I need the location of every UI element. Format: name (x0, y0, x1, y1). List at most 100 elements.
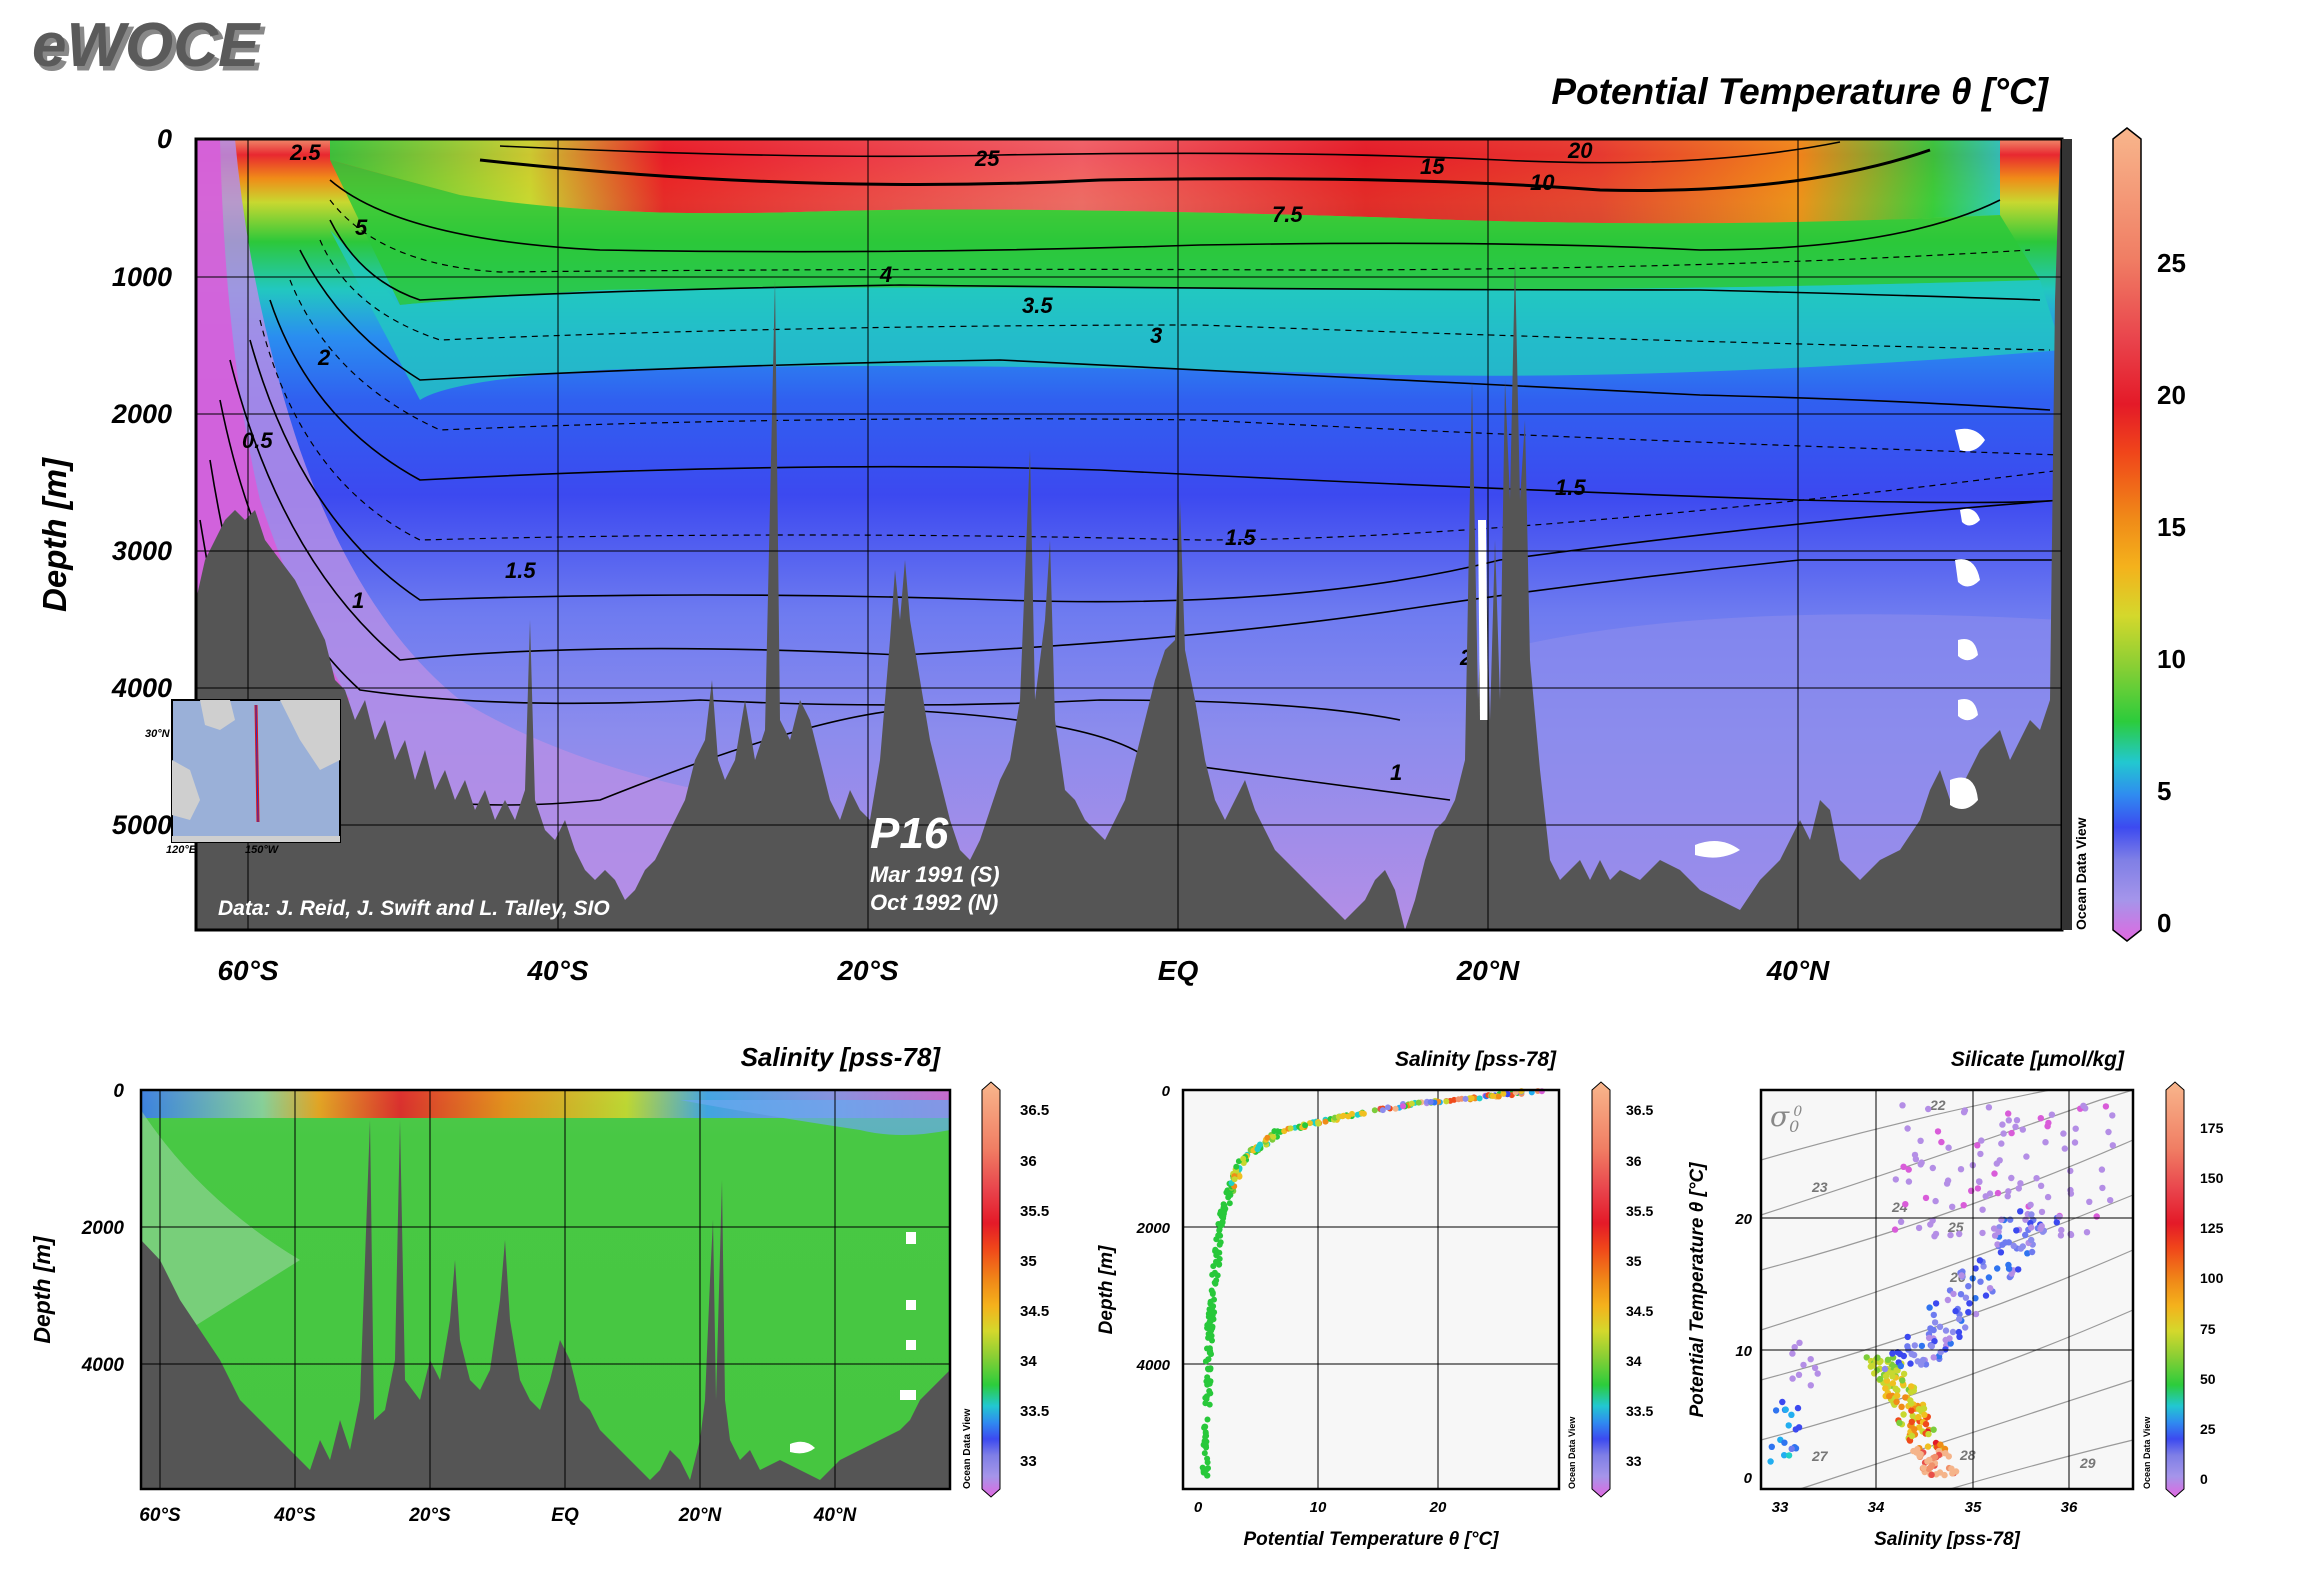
ts-point (1924, 1443, 1932, 1450)
ts-point (2028, 1224, 2035, 1231)
ts-point (2017, 1180, 2024, 1187)
main-xtick: 40°S (526, 955, 588, 986)
ts-point (1794, 1404, 1802, 1412)
prof-ytick: 2000 (1136, 1220, 1171, 1237)
ts-point (1979, 1206, 1986, 1213)
ts-point (2099, 1184, 2106, 1192)
profile-point (1408, 1100, 1415, 1107)
main-xtick: 40°N (1766, 955, 1830, 986)
ts-point (1894, 1392, 1901, 1399)
ts-point (1900, 1352, 1908, 1360)
ts-point (1929, 1217, 1936, 1224)
ts-point (1908, 1407, 1915, 1414)
ts-point (1962, 1294, 1970, 1301)
ts-point (1986, 1285, 1994, 1292)
main-thermocline-band (330, 160, 2040, 305)
ts-ytick: 10 (1735, 1343, 1752, 1360)
ts-title: Silicate [µmol/kg] (1951, 1048, 2125, 1071)
prof-xtick: 20 (1429, 1499, 1447, 1516)
profile-point (1205, 1356, 1212, 1363)
main-contour-labels: 25 20 15 10 7.5 5 4 3.5 3 2 1.5 1.5 1.5 … (242, 138, 1593, 785)
prof-watermark: Ocean Data View (1567, 1416, 1577, 1489)
contour-label: 4 (879, 262, 892, 287)
ts-xtick: 35 (1965, 1499, 1982, 1516)
main-watermark: Ocean Data View (2073, 817, 2089, 930)
ts-point (1789, 1350, 1796, 1357)
cb-tick: 36.5 (1626, 1102, 1653, 1118)
ts-point (1814, 1370, 1821, 1377)
sal-xtick: 40°N (813, 1505, 858, 1526)
cb-tick: 5 (2157, 776, 2171, 806)
profile-point (1236, 1173, 1243, 1180)
ts-point (2005, 1110, 2012, 1117)
ts-point (2015, 1266, 2022, 1273)
temperature-section-panel: Potential Temperature θ [°C] (36, 71, 2089, 986)
sal-xtick: 20°S (408, 1505, 451, 1526)
cb-tick: 75 (2200, 1321, 2216, 1337)
ts-point (1908, 1418, 1916, 1426)
ts-point (2067, 1230, 2074, 1238)
sal-seafloor (141, 1120, 950, 1489)
ts-point (2060, 1130, 2067, 1137)
profile-point (1206, 1388, 1213, 1394)
ts-point (2038, 1208, 2046, 1216)
profile-point (1443, 1098, 1450, 1105)
ts-point (1796, 1339, 1803, 1347)
profile-scatter-panel: Salinity [pss-78] 0 2000 4000 Depth [m] … (1096, 1048, 1577, 1550)
ts-point (1977, 1150, 1984, 1158)
ts-point (1976, 1178, 1983, 1186)
ts-point (1928, 1462, 1936, 1469)
cb-tick: 15 (2157, 512, 2186, 542)
sal-missing-data (790, 1232, 916, 1454)
sal-north-fresh (680, 1100, 950, 1135)
ts-point (1931, 1233, 1938, 1240)
ts-point (1929, 1164, 1937, 1172)
ts-point (2015, 1185, 2023, 1192)
ts-point (1944, 1296, 1952, 1304)
ts-point (1972, 1310, 1980, 1318)
ts-point (1909, 1412, 1916, 1420)
contour-label: 0.5 (242, 428, 273, 453)
ts-point (2005, 1117, 2013, 1124)
prof-points (1199, 1088, 1545, 1479)
ts-point (2044, 1193, 2052, 1201)
ts-ytick: 0 (1744, 1470, 1753, 1487)
sal-ytick: 2000 (81, 1218, 125, 1239)
cb-tick: 25 (2157, 248, 2186, 278)
profile-point (1200, 1467, 1207, 1474)
profile-point (1209, 1305, 1216, 1311)
ts-point (1957, 1291, 1965, 1298)
main-colorbar-ticks: 25 20 15 10 5 0 (2157, 248, 2186, 938)
prof-grid (1183, 1090, 1559, 1489)
profile-point (1306, 1120, 1313, 1127)
main-xtick: 20°S (836, 955, 898, 986)
ts-point (1957, 1166, 1965, 1173)
prof-ytick: 4000 (1136, 1357, 1171, 1374)
inset-label: 120°E (166, 844, 197, 856)
profile-point (1500, 1090, 1507, 1097)
profile-point (1476, 1095, 1483, 1102)
ts-point (2086, 1198, 2093, 1206)
ts-point (1936, 1469, 1944, 1476)
profile-point (1216, 1241, 1223, 1248)
ts-point (1950, 1290, 1957, 1298)
main-xtick: 20°N (1456, 955, 1520, 986)
ts-point (1882, 1385, 1889, 1392)
profile-point (1495, 1093, 1502, 1100)
ts-point (1920, 1464, 1927, 1472)
contour-label: 1 (352, 588, 364, 613)
profile-point (1202, 1429, 1209, 1436)
section-date-south: Mar 1991 (S) (870, 862, 1000, 887)
ts-point (1934, 1128, 1942, 1135)
contour-label: 2 (317, 345, 331, 370)
ts-point (2013, 1227, 2020, 1234)
profile-point (1220, 1210, 1227, 1217)
profile-point (1226, 1200, 1233, 1207)
ts-point (1960, 1109, 1968, 1116)
prof-frame (1181, 1088, 1561, 1491)
ts-point (1912, 1156, 1920, 1163)
profile-point (1322, 1118, 1329, 1125)
ts-point (1785, 1422, 1792, 1429)
ts-point (2109, 1112, 2116, 1119)
ts-point (1922, 1194, 1930, 1202)
